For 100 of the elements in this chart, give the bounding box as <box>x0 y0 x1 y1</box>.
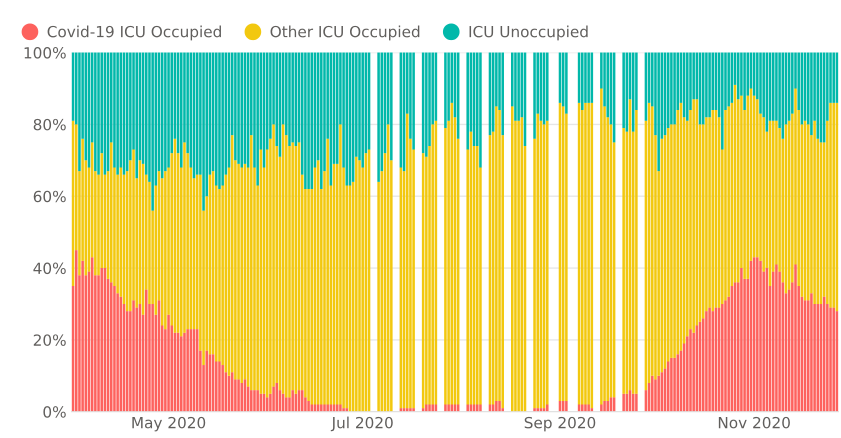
y-tick-label: 0% <box>43 406 66 418</box>
bar <box>759 52 762 114</box>
bar <box>836 102 838 312</box>
bar <box>400 167 402 408</box>
bar <box>832 308 835 412</box>
bar <box>689 329 692 412</box>
bar <box>472 52 476 146</box>
bar <box>698 52 702 124</box>
bar <box>332 164 336 405</box>
bar <box>498 400 501 412</box>
bar <box>228 376 230 412</box>
bar <box>266 397 268 412</box>
bar <box>810 52 813 136</box>
bar <box>775 264 778 412</box>
bar <box>810 293 813 412</box>
bar <box>282 394 284 412</box>
bar <box>536 114 539 408</box>
bar <box>670 358 673 412</box>
bar <box>784 124 788 294</box>
bar <box>285 397 288 412</box>
bar <box>724 300 727 412</box>
bar <box>829 308 832 412</box>
bar <box>730 286 734 412</box>
bar <box>800 52 804 124</box>
bar <box>635 394 638 412</box>
bar <box>250 135 253 390</box>
bar <box>454 404 456 412</box>
bar <box>466 52 469 150</box>
bar <box>517 52 520 121</box>
bar <box>558 400 562 412</box>
bar <box>673 358 676 412</box>
bar <box>377 52 380 182</box>
bar <box>832 52 835 103</box>
bar <box>632 394 634 412</box>
bar <box>260 394 262 412</box>
bar <box>196 329 198 412</box>
bar <box>581 52 584 110</box>
bar <box>106 52 110 172</box>
bar <box>476 146 479 405</box>
bar <box>788 52 790 121</box>
bar <box>517 120 520 412</box>
x-tick-label: Sep 2020 <box>524 416 596 432</box>
bar <box>104 268 106 412</box>
bar <box>282 124 284 394</box>
bar <box>558 102 562 401</box>
legend-label: ICU Unoccupied <box>470 26 588 40</box>
bar <box>794 264 797 412</box>
bar <box>514 52 517 121</box>
bar <box>626 52 628 132</box>
bar <box>806 124 810 300</box>
x-tick-label: Nov 2020 <box>718 416 790 428</box>
bar <box>352 52 354 182</box>
bar <box>202 52 205 211</box>
bar <box>562 400 564 412</box>
bar <box>603 400 606 412</box>
bar <box>132 300 135 412</box>
bar <box>291 390 294 412</box>
bar <box>406 114 409 408</box>
bar <box>766 268 768 412</box>
bar <box>218 52 221 190</box>
bar <box>142 164 144 315</box>
bar <box>431 124 434 405</box>
bar <box>488 135 492 405</box>
legend-label: Covid-19 ICU Occupied <box>48 26 221 40</box>
bar <box>151 52 154 211</box>
bar <box>734 282 736 412</box>
bar <box>590 102 594 408</box>
bar <box>294 146 298 394</box>
bar <box>262 52 266 168</box>
bar <box>657 376 660 412</box>
legend-label: Other ICU Occupied <box>270 26 420 40</box>
bar <box>135 52 138 178</box>
bar <box>180 336 183 412</box>
bar <box>644 52 648 121</box>
bar <box>196 52 198 175</box>
bar <box>74 250 78 412</box>
bar <box>632 52 634 132</box>
bar <box>676 354 680 412</box>
bar <box>256 390 259 412</box>
bar <box>740 268 743 412</box>
bar <box>696 326 698 412</box>
bar <box>759 260 762 412</box>
bar <box>104 52 106 175</box>
bar <box>820 52 822 142</box>
bar <box>256 52 259 186</box>
bar <box>673 52 676 124</box>
bar <box>743 52 746 110</box>
bar <box>361 52 364 168</box>
y-tick-label: 20% <box>34 334 66 346</box>
bar <box>316 160 320 405</box>
bar <box>657 52 660 172</box>
bar <box>230 372 234 412</box>
bar <box>78 52 81 172</box>
bar <box>298 390 300 412</box>
bar <box>660 372 664 412</box>
bar <box>628 99 632 390</box>
bar <box>422 52 424 154</box>
bar <box>492 52 494 132</box>
bar <box>829 102 832 308</box>
bar <box>501 52 504 136</box>
